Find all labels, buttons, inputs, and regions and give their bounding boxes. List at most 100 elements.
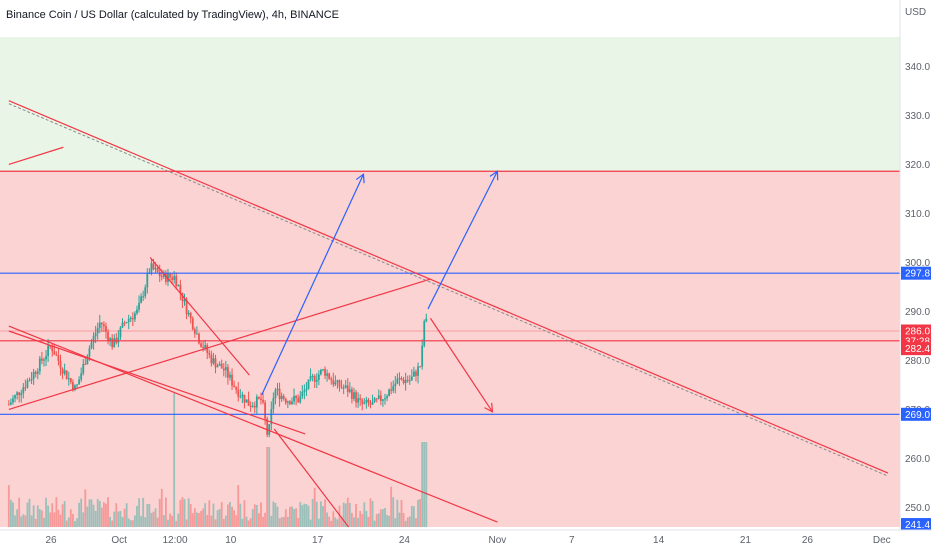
candle-body-36: [82, 363, 85, 374]
volume-bar-111: [237, 485, 240, 527]
volume-bar-136: [289, 506, 291, 527]
candle-body-189: [398, 378, 401, 380]
volume-bar-101: [216, 510, 219, 527]
candle-body-103: [220, 363, 223, 369]
x-tick-label-10: 26: [802, 535, 814, 546]
volume-bar-62: [136, 505, 138, 527]
candle-body-136: [289, 401, 291, 405]
candle-body-71: [154, 268, 157, 270]
candle-body-102: [218, 363, 221, 366]
candle-body-150: [317, 374, 320, 380]
candle-body-118: [251, 405, 254, 407]
candle-body-21: [51, 346, 54, 352]
volume-bar-162: [342, 502, 345, 527]
volume-bar-53: [117, 511, 120, 527]
candle-body-53: [117, 337, 120, 343]
volume-bar-181: [382, 509, 384, 527]
volume-bar-198: [417, 499, 419, 527]
volume-bar-176: [371, 501, 374, 527]
candle-body-164: [346, 385, 349, 392]
volume-bar-169: [357, 517, 360, 527]
volume-bar-103: [220, 502, 223, 527]
candle-body-22: [53, 351, 56, 355]
candle-body-159: [336, 380, 339, 383]
volume-bar-195: [410, 505, 413, 527]
volume-bar-137: [291, 506, 293, 527]
volume-bar-130: [276, 506, 279, 527]
candle-body-11: [30, 378, 33, 381]
candle-body-181: [382, 399, 384, 401]
candle-body-194: [408, 380, 411, 382]
volume-bar-19: [47, 505, 50, 527]
candle-body-18: [45, 356, 47, 360]
volume-bar-54: [119, 510, 122, 527]
volume-bar-1: [10, 499, 12, 527]
trend-line-3: [8, 330, 306, 435]
volume-bar-114: [243, 500, 246, 527]
volume-bar-35: [80, 498, 83, 527]
candle-body-3: [14, 395, 16, 399]
candle-body-131: [278, 388, 281, 399]
volume-bar-88: [189, 504, 192, 527]
candle-body-197: [415, 371, 417, 376]
price-tag-5: [901, 518, 931, 532]
candle-body-166: [351, 389, 353, 399]
volume-bar-73: [158, 498, 161, 527]
volume-bar-143: [303, 503, 306, 527]
volume-bar-164: [346, 497, 349, 527]
volume-bar-146: [309, 519, 312, 527]
volume-bar-117: [249, 518, 252, 527]
volume-bar-144: [305, 504, 308, 527]
candle-body-158: [334, 382, 337, 385]
candle-body-67: [146, 273, 149, 288]
volume-bar-116: [247, 520, 250, 527]
volume-bar-61: [134, 515, 136, 527]
x-tick-label-5: 24: [399, 535, 411, 546]
candle-body-80: [173, 276, 176, 280]
candle-body-40: [90, 342, 93, 349]
candle-body-114: [243, 394, 246, 403]
volume-bar-104: [222, 518, 225, 527]
candle-body-130: [276, 388, 279, 391]
volume-bar-187: [394, 518, 397, 527]
volume-bar-190: [400, 500, 403, 527]
volume-bar-149: [315, 501, 318, 527]
candle-body-113: [241, 394, 244, 397]
volume-bar-45: [100, 507, 103, 527]
volume-bar-52: [115, 503, 118, 527]
volume-bar-5: [18, 497, 21, 527]
volume-bar-9: [26, 502, 29, 527]
candle-body-70: [152, 263, 155, 270]
volume-bar-44: [98, 501, 101, 527]
candle-body-156: [330, 378, 333, 381]
volume-bar-156: [330, 520, 333, 527]
candle-body-144: [305, 388, 308, 391]
volume-bars: [7, 392, 428, 527]
candle-body-85: [183, 299, 186, 302]
candle-body-167: [353, 392, 355, 399]
volume-bar-124: [264, 512, 267, 527]
candle-body-111: [237, 389, 240, 397]
volume-bar-141: [299, 502, 302, 527]
price-tag-label-5: 241.4: [905, 520, 930, 531]
x-tick-label-4: 17: [312, 535, 324, 546]
volume-bar-121: [258, 513, 260, 527]
volume-bar-43: [96, 499, 99, 527]
candle-body-198: [417, 366, 419, 376]
candle-body-187: [394, 383, 397, 387]
candle-body-98: [210, 354, 213, 364]
volume-bar-15: [38, 509, 41, 527]
volume-bar-112: [239, 503, 242, 527]
candle-body-180: [379, 395, 382, 401]
volume-bar-68: [148, 503, 151, 527]
candle-body-42: [94, 333, 97, 337]
volume-bar-182: [384, 507, 386, 527]
volume-bar-106: [227, 504, 229, 527]
candle-body-93: [200, 343, 202, 347]
volume-bar-42: [94, 511, 97, 527]
candle-body-191: [402, 379, 405, 383]
candle-body-171: [361, 399, 364, 404]
candle-body-90: [193, 329, 196, 334]
candle-body-108: [231, 374, 233, 386]
